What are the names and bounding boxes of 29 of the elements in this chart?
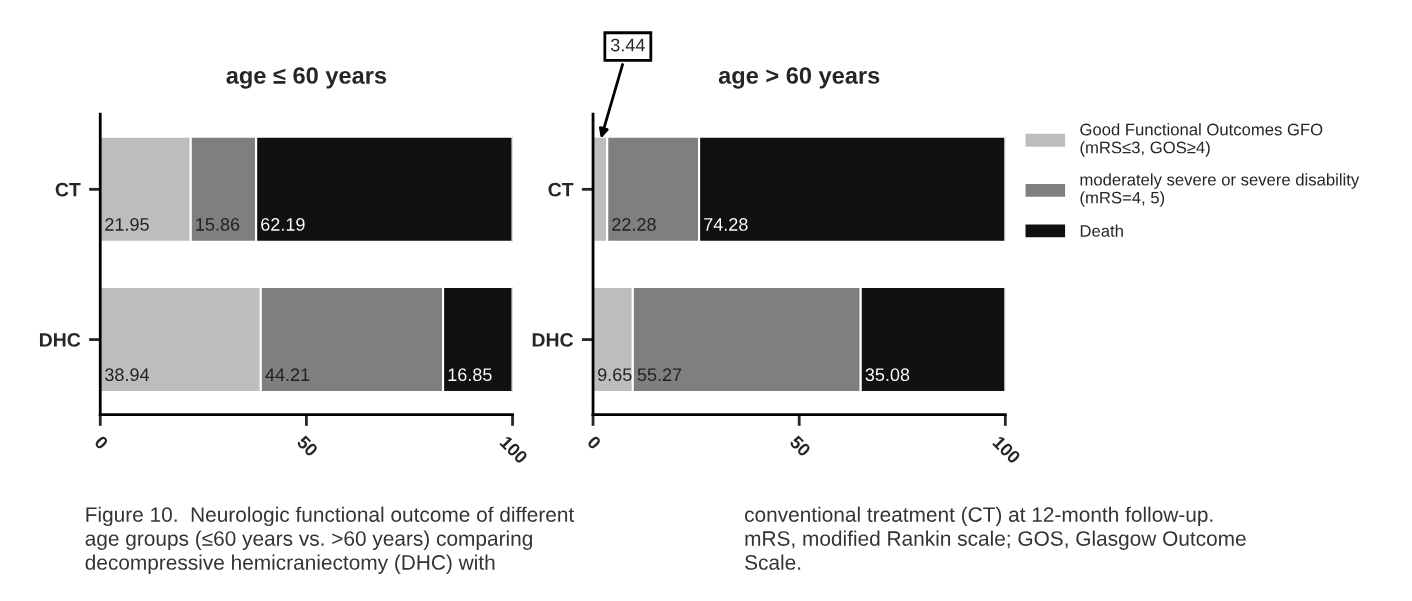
x-tick-label: 50	[789, 434, 812, 458]
legend-label: Good Functional Outcomes GFO (mRS≤3, GOS≥4)	[1080, 123, 1323, 157]
data-label: 3.44	[610, 38, 645, 52]
chart-title: age ≤ 60 years	[226, 67, 387, 89]
y-tick-label: CT	[55, 182, 81, 197]
data-label: 44.21	[265, 368, 310, 381]
caption: Figure 10. Neurologic functional outcome of different age groups (≤60 years vs. >60 years) comparing decompressive hemicraniectomy (DHC) with	[85, 506, 575, 574]
x-tick-label: 0	[586, 434, 602, 451]
y-tick-label: DHC	[39, 333, 81, 347]
y-tick-label: DHC	[532, 333, 574, 347]
chart-title: age > 60 years	[718, 67, 880, 89]
data-label: 55.27	[637, 368, 682, 382]
data-label: 38.94	[105, 368, 150, 382]
data-label: 16.85	[448, 368, 492, 382]
y-tick-label: CT	[548, 182, 574, 197]
x-tick-label: 100	[499, 435, 529, 465]
x-tick-label: 0	[93, 434, 109, 451]
text: conventional treatment (CT) at 12-month follow-up. mRS, modified Rankin scale; GOS, Glasgow Outcome Scale.	[745, 506, 1246, 570]
data-label: 35.08	[865, 368, 910, 382]
legend-label: moderately severe or severe disability (mRS=4, 5)	[1080, 173, 1360, 207]
data-label: 21.95	[105, 218, 149, 231]
legend-label: Death	[1080, 224, 1123, 237]
data-label: 74.28	[704, 218, 748, 231]
data-label: 22.28	[612, 218, 656, 231]
x-tick-label: 50	[296, 434, 319, 458]
data-label: 9.65	[598, 368, 632, 382]
x-tick-label: 100	[992, 435, 1022, 465]
data-label: 62.19	[261, 218, 305, 231]
data-label: 15.86	[196, 218, 240, 231]
